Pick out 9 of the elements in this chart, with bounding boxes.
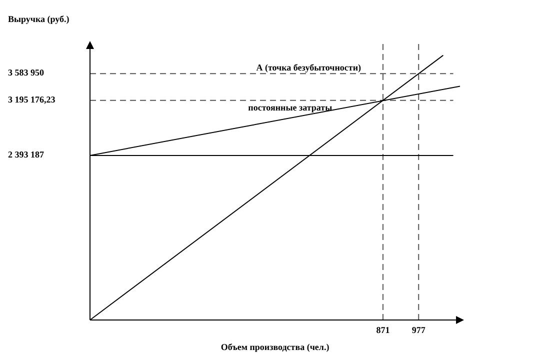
y-tick-label: 3 195 176,23	[8, 94, 56, 104]
annotation: постоянные затраты	[248, 102, 332, 112]
y-tick-label: 2 393 187	[8, 150, 44, 160]
annotation: А (точка безубыточности)	[256, 62, 362, 73]
x-tick-label: 977	[412, 325, 426, 335]
y-tick-label: 3 583 950	[8, 68, 44, 78]
x-axis-title: Объем производства (чел.)	[220, 342, 330, 352]
x-tick-label: 871	[376, 325, 390, 335]
y-axis-title: Выручка (руб.)	[8, 14, 70, 24]
